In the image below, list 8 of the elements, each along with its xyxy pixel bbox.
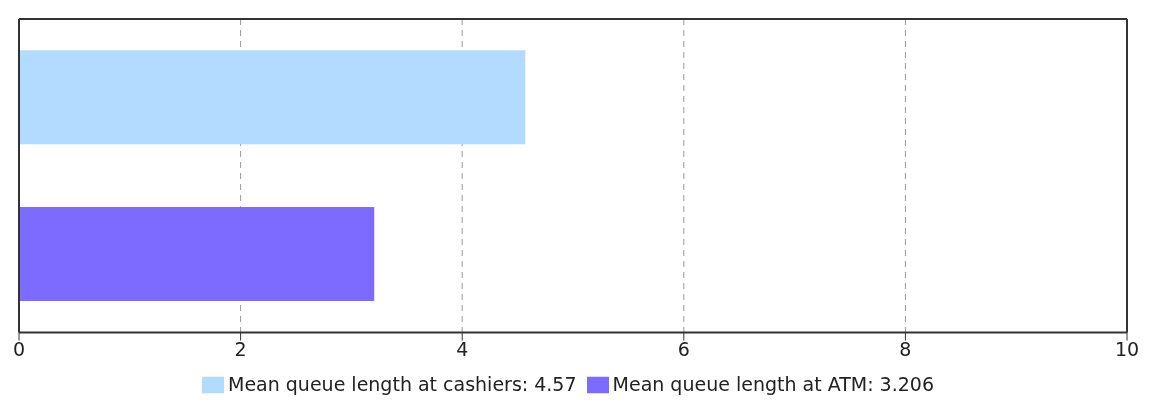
x-tick-label: 10	[1114, 337, 1140, 360]
x-tick-label: 6	[677, 337, 690, 360]
legend-label: Mean queue length at cashiers: 4.57	[227, 372, 577, 395]
x-tick-label: 8	[899, 337, 912, 360]
legend-label: Mean queue length at ATM: 3.206	[612, 372, 935, 395]
x-tick-label: 0	[12, 337, 26, 360]
x-tick-label: 4	[456, 337, 469, 360]
x-tick-label: 2	[234, 337, 247, 360]
